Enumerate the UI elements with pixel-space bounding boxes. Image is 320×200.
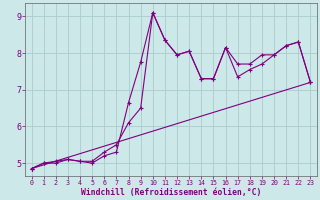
X-axis label: Windchill (Refroidissement éolien,°C): Windchill (Refroidissement éolien,°C)	[81, 188, 261, 197]
